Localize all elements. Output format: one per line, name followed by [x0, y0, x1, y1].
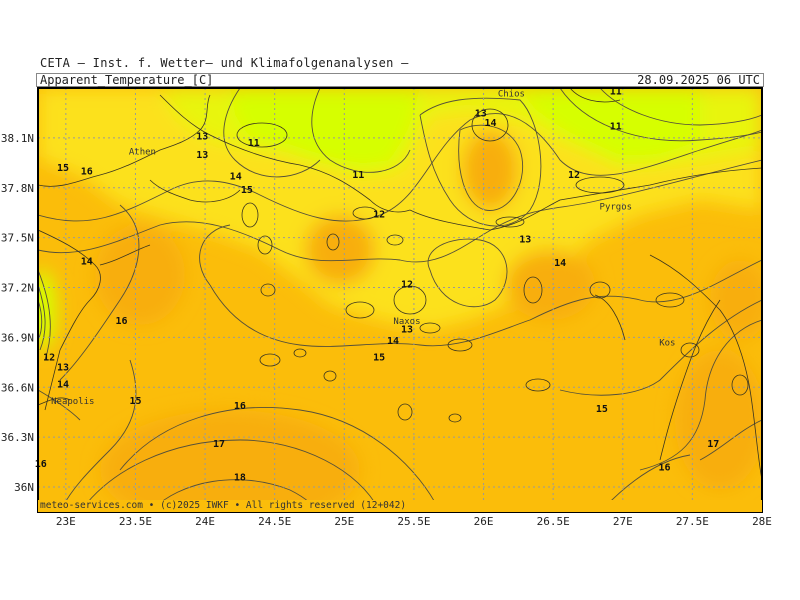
contour-value-label: 15 [596, 404, 608, 415]
contour-value-label: 14 [554, 258, 566, 269]
latitude-tick-label: 37.5N [1, 232, 34, 245]
contour-value-label: 13 [196, 150, 208, 161]
latitude-tick-label: 36.3N [1, 431, 34, 444]
longitude-tick-label: 25E [334, 515, 354, 528]
graticule [38, 88, 762, 512]
contour-value-label: 16 [81, 166, 93, 177]
contour-value-label: 11 [248, 138, 260, 149]
contour-value-label: 12 [373, 210, 385, 221]
latitude-tick-label: 36N [14, 481, 34, 494]
axis-labels: 38.1N 37.8N 37.5N 37.2N 36.9N 36.6N 36.3N 36N 23… [1, 132, 772, 528]
contour-value-label: 14 [57, 379, 69, 390]
contour-value-label: 16 [35, 459, 47, 470]
contour-value-label: 11 [610, 87, 622, 98]
place-name-label: Naxos [393, 317, 420, 327]
copyright-footer: meteo-services.com • (c)2025 IWKF • All … [40, 500, 407, 511]
contour-value-label: 15 [241, 185, 253, 196]
coastline [38, 88, 762, 481]
contour-value-label: 14 [484, 118, 496, 129]
longitude-tick-label: 24E [195, 515, 215, 528]
latitude-tick-label: 37.2N [1, 282, 34, 295]
place-name-label: Athen [129, 148, 156, 158]
contour-value-label: 16 [659, 462, 671, 473]
longitude-tick-label: 27.5E [676, 515, 709, 528]
latitude-tick-label: 36.9N [1, 331, 34, 344]
contour-value-label: 13 [196, 132, 208, 143]
contour-value-label: 14 [387, 336, 399, 347]
contour-value-label: 13 [401, 324, 413, 335]
latitude-tick-label: 38.1N [1, 132, 34, 145]
contour-value-label: 16 [116, 316, 128, 327]
longitude-tick-label: 27E [613, 515, 633, 528]
place-labels: Athen Chios Pyrgos Naxos Kos Neapolis [51, 89, 675, 407]
place-name-label: Chios [498, 89, 525, 99]
longitude-tick-label: 23E [56, 515, 76, 528]
longitude-tick-label: 23.5E [119, 515, 152, 528]
contour-value-label: 13 [57, 363, 69, 374]
valid-time-label: 28.09.2025 06 UTC [637, 73, 760, 87]
contour-value-label: 12 [401, 280, 413, 291]
contour-value-label: 14 [230, 171, 242, 182]
contour-value-label: 18 [234, 472, 246, 483]
longitude-tick-label: 26.5E [537, 515, 570, 528]
longitude-tick-label: 28E [752, 515, 772, 528]
contour-value-label: 17 [707, 439, 719, 450]
contour-value-label: 12 [43, 353, 55, 364]
contour-value-label: 14 [81, 256, 93, 267]
contour-value-label: 15 [129, 396, 141, 407]
latitude-tick-label: 37.8N [1, 182, 34, 195]
footer-band [38, 500, 762, 512]
contour-value-label: 15 [373, 353, 385, 364]
title-bar: Apparent_Temperature_[C] 28.09.2025 06 U… [36, 73, 764, 87]
contour-value-label: 13 [519, 235, 531, 246]
longitude-tick-label: 25.5E [397, 515, 430, 528]
contour-value-label: 12 [568, 170, 580, 181]
institute-title: CETA — Inst. f. Wetter— und Klimafolgena… [40, 56, 409, 70]
contour-value-label: 11 [610, 122, 622, 133]
longitude-tick-label: 24.5E [258, 515, 291, 528]
place-name-label: Pyrgos [600, 202, 633, 212]
contour-value-label: 11 [352, 170, 364, 181]
contour-value-label: 15 [57, 163, 69, 174]
contour-value-label: 13 [475, 108, 487, 119]
contour-value-label: 16 [234, 401, 246, 412]
place-name-label: Neapolis [51, 397, 94, 407]
parameter-label: Apparent_Temperature_[C] [40, 73, 214, 87]
contour-value-label: 17 [213, 439, 225, 450]
islands [236, 108, 749, 423]
place-name-label: Kos [659, 339, 675, 349]
latitude-tick-label: 36.6N [1, 381, 34, 394]
longitude-tick-label: 26E [474, 515, 494, 528]
